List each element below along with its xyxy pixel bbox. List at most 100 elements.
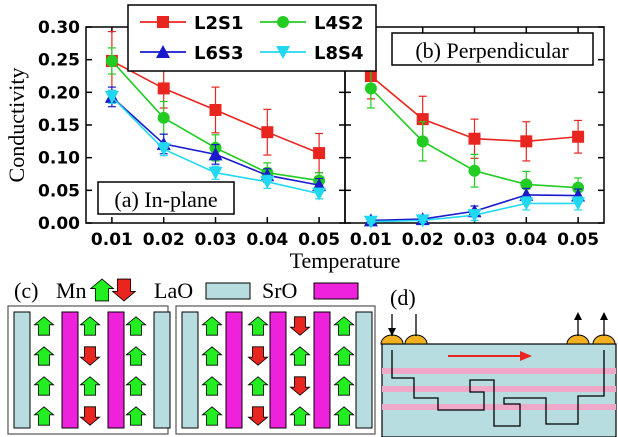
x-tick-label: 0.05 xyxy=(298,230,340,250)
data-point xyxy=(468,132,481,145)
data-point xyxy=(209,103,222,116)
panel-a-title: (a) In-plane xyxy=(114,187,217,212)
x-tick-label: 0.02 xyxy=(143,230,185,250)
spin-up-arrow-icon xyxy=(125,376,147,396)
data-point xyxy=(468,164,481,177)
panel-b-title-box: (b) Perpendicular xyxy=(391,32,594,66)
interface-stripe xyxy=(382,404,616,410)
spin-down-arrow-icon xyxy=(289,316,311,336)
data-point xyxy=(572,130,585,143)
lao-layer xyxy=(181,311,199,429)
data-point xyxy=(208,166,223,180)
spin-up-arrow-icon xyxy=(125,346,147,366)
spin-up-arrow-icon xyxy=(33,316,55,336)
data-point xyxy=(261,126,274,139)
conduction-path xyxy=(391,350,605,427)
data-point xyxy=(260,175,275,189)
legend-entry-L8S4: L8S4 xyxy=(260,43,363,64)
current-in-arrow-icon xyxy=(388,328,396,336)
series-L8S4 xyxy=(104,89,327,201)
panel-b-title: (b) Perpendicular xyxy=(415,38,569,63)
legend-label: L4S2 xyxy=(314,13,363,34)
spin-up-arrow-icon xyxy=(125,406,147,426)
y-tick-label: 0.25 xyxy=(38,51,80,71)
sro-layer xyxy=(61,311,79,429)
data-point xyxy=(519,197,534,211)
series-L2S1 xyxy=(364,52,585,162)
panel-a: 0.01 0.02 0.03 0.04 0.05 0.00 0.05 0.10 0.15 0.20… xyxy=(4,18,346,250)
spin-up-arrow-icon xyxy=(33,406,55,426)
panel-d: (d) xyxy=(380,285,617,437)
legend-label: L6S3 xyxy=(194,43,243,64)
legend-entry-L6S3: L6S3 xyxy=(140,43,243,64)
y-axis-label: Conductivity xyxy=(4,68,29,183)
spin-up-arrow-icon xyxy=(33,376,55,396)
x-tick-label: 0.05 xyxy=(557,230,599,250)
panel-a-title-box: (a) In-plane xyxy=(97,181,235,215)
data-point xyxy=(105,54,118,67)
x-tick-label: 0.01 xyxy=(91,230,133,250)
sro-label: SrO xyxy=(262,278,297,303)
spin-down-arrow-icon xyxy=(79,406,101,426)
lao-layer xyxy=(13,311,31,429)
spin-down-arrow-icon xyxy=(111,278,137,302)
panel-d-label: (d) xyxy=(390,285,416,310)
lao-layer xyxy=(355,311,373,429)
electrode-contact xyxy=(380,334,404,345)
panel-c: (c) Mn LaO SrO xyxy=(7,278,376,435)
panel-d-schematic xyxy=(380,312,617,437)
x-tick-label: 0.01 xyxy=(350,230,392,250)
y-tick-label: 0.20 xyxy=(38,83,80,103)
data-point xyxy=(416,135,429,148)
spin-up-arrow-icon xyxy=(125,316,147,336)
spin-up-arrow-icon xyxy=(333,406,355,426)
electrode-contact xyxy=(404,334,428,345)
panel-c-label: (c) xyxy=(14,278,38,303)
interface-stripe xyxy=(382,368,616,374)
data-point xyxy=(520,178,533,191)
sro-layer xyxy=(107,311,125,429)
spin-down-arrow-icon xyxy=(289,376,311,396)
panel-b-plot: 0.01 0.02 0.03 0.04 0.05 xyxy=(345,26,604,250)
structure-2 xyxy=(175,305,376,435)
spin-up-arrow-icon xyxy=(33,346,55,366)
panel-b: 0.01 0.02 0.03 0.04 0.05 (b) Perpendicular xyxy=(344,26,605,250)
sro-legend-swatch xyxy=(313,282,359,300)
legend-label: L8S4 xyxy=(314,43,363,64)
current-out-arrow-icon xyxy=(574,312,582,320)
sro-layer xyxy=(225,311,243,429)
sro-layer xyxy=(269,311,287,429)
spin-up-arrow-icon xyxy=(201,346,223,366)
current-out-arrow-icon xyxy=(600,312,608,320)
mn-legend-arrows xyxy=(89,278,137,302)
legend-entry-L4S2: L4S2 xyxy=(260,13,363,34)
x-tick-label: 0.03 xyxy=(195,230,237,250)
spin-up-arrow-icon xyxy=(89,278,115,302)
data-point xyxy=(364,82,377,95)
data-point xyxy=(363,215,378,229)
spin-up-arrow-icon xyxy=(247,316,269,336)
legend-box xyxy=(127,4,377,72)
data-point xyxy=(157,111,170,124)
data-point xyxy=(104,90,119,104)
data-point xyxy=(467,209,482,223)
sro-layer xyxy=(313,311,331,429)
spin-down-arrow-icon xyxy=(247,406,269,426)
x-axis-label: Temperature xyxy=(290,248,401,273)
lao-legend-swatch xyxy=(205,282,251,300)
data-point xyxy=(156,143,171,157)
electrode-contact xyxy=(592,334,616,345)
legend-label: L2S1 xyxy=(194,13,243,34)
data-point xyxy=(415,214,430,228)
x-tick-label: 0.04 xyxy=(246,230,288,250)
in-plane-arrowhead-icon xyxy=(520,351,532,361)
layer-structures xyxy=(7,305,376,435)
data-point xyxy=(313,147,326,160)
legend-marker xyxy=(277,16,289,28)
legend-items: L2S1 L4S2 L6S3 L8S4 xyxy=(140,13,363,64)
spin-up-arrow-icon xyxy=(333,316,355,336)
x-tick-label: 0.04 xyxy=(505,230,547,250)
data-point xyxy=(572,181,585,194)
spin-up-arrow-icon xyxy=(201,376,223,396)
